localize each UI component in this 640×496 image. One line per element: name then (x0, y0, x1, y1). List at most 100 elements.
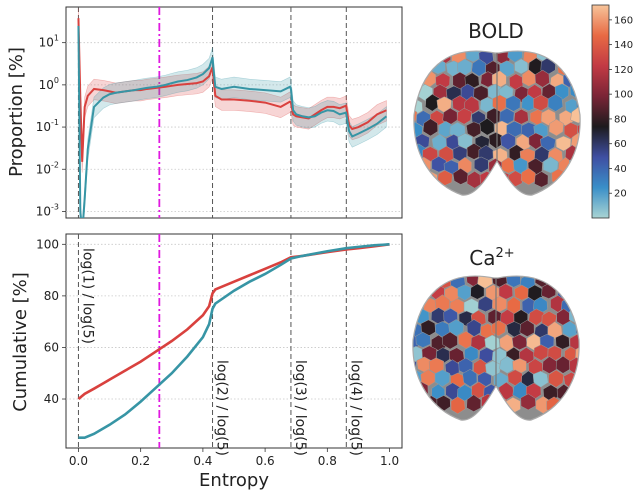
vline-label-3: log(3) / log(5) (292, 360, 308, 456)
top-ytick-base: 10 (36, 120, 51, 134)
brain-region (499, 60, 515, 78)
brain-region (512, 381, 528, 400)
brain-region (555, 135, 572, 152)
brain-ca-title-base: Ca (469, 246, 495, 270)
brain-region (570, 51, 581, 53)
brain-region (511, 334, 528, 351)
brain-region (470, 283, 485, 300)
brain-region (443, 276, 459, 278)
brain-region (577, 170, 581, 187)
brain-region (569, 81, 581, 99)
top-ytick-exp: -3 (51, 202, 59, 211)
brain-bold-map (413, 33, 581, 196)
bottom-vline-labels: log(1) / log(5) log(2) / log(5) log(3) / l… (79, 248, 363, 456)
brain-region (401, 258, 415, 274)
bottom-series (77, 243, 390, 439)
brain-region (434, 369, 451, 387)
bottom-xtick-label: 0.4 (193, 454, 212, 468)
brain-region (547, 93, 564, 112)
colorbar-tick-label: 80 (614, 114, 627, 125)
brain-region (442, 331, 458, 350)
bottom-xticks: 0.0 0.2 0.4 0.6 0.8 1.0 (69, 448, 399, 468)
vline-label-2: log(2) / log(5) (214, 360, 230, 456)
brain-region (413, 83, 417, 102)
bottom-xtick-label: 1.0 (380, 454, 399, 468)
brain-region (414, 258, 429, 274)
brain-region (542, 156, 559, 174)
colorbar-tick-label: 60 (614, 139, 627, 150)
brain-region (578, 294, 580, 313)
top-band-1 (78, 16, 387, 218)
brain-region (548, 118, 564, 137)
brain-region (479, 117, 495, 136)
brain-region (412, 285, 417, 304)
brain-region (412, 381, 417, 398)
top-band-0 (78, 8, 387, 173)
top-ytick-base: 10 (36, 204, 51, 218)
brain-region (423, 51, 439, 64)
bottom-ytick-label: 60 (44, 340, 59, 354)
bottom-ytick-label: 80 (44, 289, 59, 303)
bottom-xtick-label: 0.2 (131, 454, 150, 468)
brain-region (577, 146, 581, 163)
bottom-ytick-label: 40 (44, 392, 59, 406)
top-ytick-label: 100 (39, 76, 59, 92)
brain-region (431, 156, 447, 173)
brain-region (498, 276, 514, 278)
brain-region (425, 93, 440, 112)
brain-region (413, 59, 418, 77)
brain-ca-title: Ca2+ (469, 246, 514, 270)
brain-region (473, 156, 489, 173)
brain-region (568, 58, 581, 76)
top-ytick-label: 10-2 (36, 160, 59, 176)
brain-region (519, 319, 535, 337)
brain-region (416, 33, 431, 49)
brain-region (528, 35, 543, 50)
brain-bold-title: BOLD (468, 19, 524, 43)
brain-region (413, 51, 419, 53)
top-ytick-exp: 0 (54, 76, 59, 85)
colorbar-ticks: 20 40 60 80 100 120 140 160 (609, 15, 633, 200)
colorbar: 20 40 60 80 100 120 140 160 (591, 4, 633, 219)
brain-region (577, 70, 581, 87)
brain-region (555, 334, 570, 350)
brain-region (540, 260, 555, 275)
top-line-1 (77, 25, 388, 218)
colorbar-bar (591, 4, 610, 219)
brain-region (577, 121, 581, 139)
bottom-xtick-label: 0.0 (69, 454, 88, 468)
brain-region (471, 58, 487, 77)
brain2-tiles (401, 258, 580, 421)
brain-region (520, 393, 536, 411)
brain-ca-group: Ca2+ (401, 246, 580, 421)
brain-region (413, 106, 418, 126)
top-ytick-label: 101 (39, 34, 59, 50)
brain-region (540, 108, 556, 126)
brain-region (412, 309, 415, 327)
brain-region (413, 169, 426, 187)
colorbar-tick-label: 160 (614, 15, 633, 26)
brain-region (548, 369, 565, 388)
brain-region (569, 285, 580, 303)
brain-region (412, 396, 424, 413)
brain-region (515, 276, 531, 278)
top-ytick-base: 10 (39, 78, 54, 92)
brain1-outline (413, 50, 581, 196)
brain-region (452, 168, 469, 185)
brain-region (505, 95, 521, 112)
brain-region (413, 156, 418, 173)
brain-region (576, 276, 580, 291)
brain-region (494, 170, 510, 187)
brain-region (462, 369, 478, 388)
vline-label-4: log(4) / log(5) (347, 360, 363, 456)
top-ytick-label: 10-3 (36, 202, 59, 218)
brain-ca-map (401, 258, 580, 421)
bottom-xtick-label: 0.8 (318, 454, 337, 468)
brain-region (500, 132, 516, 151)
brain-region (444, 33, 459, 49)
brain-region (422, 118, 438, 137)
brain-region (555, 355, 571, 374)
brain-region (542, 51, 558, 53)
top-series (77, 8, 388, 218)
bottom-line-1 (78, 243, 390, 439)
